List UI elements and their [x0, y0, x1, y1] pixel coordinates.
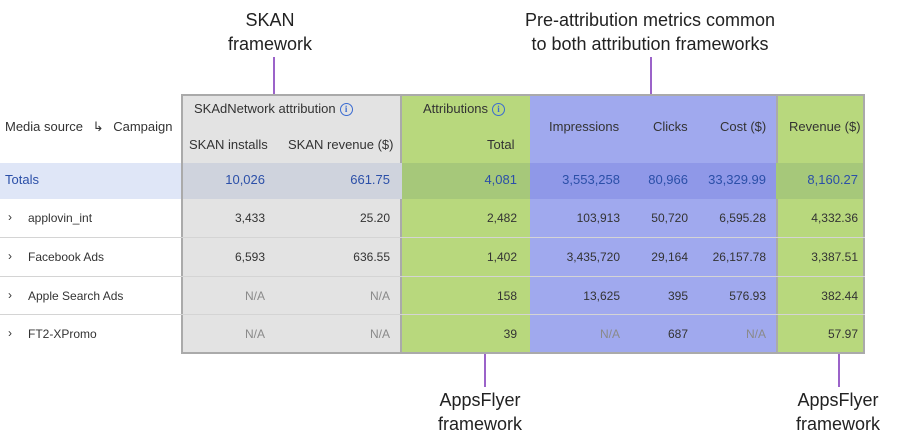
cell-clicks: 50,720	[651, 211, 688, 225]
cell-total: 158	[496, 289, 517, 303]
totals-pre-cell-bg	[530, 163, 776, 199]
cell-skan-revenue: N/A	[369, 289, 390, 303]
chevron-right-icon[interactable]: ›	[8, 288, 12, 302]
cell-skan-installs: N/A	[244, 327, 265, 341]
header-media-source[interactable]: Media source	[5, 119, 84, 134]
chevron-right-icon[interactable]: ›	[8, 326, 12, 340]
cell-total: 1,402	[486, 250, 517, 264]
cell-clicks: 29,164	[651, 250, 688, 264]
row-media-source[interactable]: Apple Search Ads	[28, 289, 124, 303]
row-divider	[0, 276, 865, 277]
pre-attribution-column-group	[530, 94, 776, 354]
totals-revenue: 8,160.27	[807, 172, 858, 187]
row-divider	[0, 314, 865, 315]
header-skan-group-label: SKAdNetwork attribution	[194, 101, 336, 116]
cell-impressions: 13,625	[583, 289, 620, 303]
cell-skan-revenue: N/A	[369, 327, 390, 341]
callout-line-appsflyer-2	[838, 354, 840, 387]
callout-appsflyer-2: AppsFlyer framework	[795, 390, 880, 434]
cell-cost: N/A	[745, 327, 766, 341]
cell-skan-installs: 3,433	[234, 211, 265, 225]
row-media-source[interactable]: applovin_int	[28, 211, 93, 225]
totals-skan-cell-bg	[183, 163, 402, 199]
totals-skan-installs: 10,026	[225, 172, 265, 187]
callout-line-skan	[273, 57, 275, 94]
cell-cost: 6,595.28	[719, 211, 766, 225]
header-cost[interactable]: Cost ($)	[720, 119, 767, 134]
cell-skan-installs: 6,593	[234, 250, 265, 264]
header-campaign[interactable]: Campaign	[113, 119, 173, 134]
callout-line-appsflyer-1	[484, 354, 486, 387]
totals-rev-cell-bg	[776, 163, 863, 199]
header-skan-revenue[interactable]: SKAN revenue ($)	[288, 137, 394, 152]
header-impressions[interactable]: Impressions	[549, 119, 620, 134]
cell-revenue: 3,387.51	[811, 250, 858, 264]
header-dimension[interactable]: Media source ↳ Campaign	[5, 119, 172, 135]
cell-revenue: 4,332.36	[811, 211, 858, 225]
row-divider	[0, 237, 865, 238]
row-media-source[interactable]: FT2-XPromo	[28, 327, 97, 341]
callout-line-pre	[650, 57, 652, 94]
skan-column-group	[181, 94, 402, 354]
totals-clicks: 80,966	[648, 172, 688, 187]
totals-impressions: 3,553,258	[562, 172, 620, 187]
cell-clicks: 687	[667, 327, 688, 341]
attributions-column-group	[402, 94, 530, 354]
nested-arrow-icon: ↳	[92, 119, 104, 134]
cell-revenue: 382.44	[821, 289, 858, 303]
cell-impressions: 103,913	[576, 211, 620, 225]
info-icon[interactable]: i	[339, 103, 353, 117]
cell-revenue: 57.97	[827, 327, 858, 341]
callout-skan-framework: SKAN framework	[227, 10, 312, 54]
cell-total: 2,482	[486, 211, 517, 225]
totals-skan-revenue: 661.75	[350, 172, 390, 187]
totals-label: Totals	[5, 172, 39, 187]
header-clicks[interactable]: Clicks	[653, 119, 688, 134]
header-attr-group: Attributions i	[423, 101, 506, 117]
cell-total: 39	[503, 327, 517, 341]
cell-impressions: 3,435,720	[566, 250, 620, 264]
totals-total: 4,081	[484, 172, 517, 187]
cell-impressions: N/A	[599, 327, 620, 341]
cell-skan-revenue: 636.55	[353, 250, 390, 264]
header-revenue[interactable]: Revenue ($)	[789, 119, 861, 134]
totals-attr-cell-bg	[402, 163, 530, 199]
info-icon[interactable]: i	[492, 103, 506, 117]
totals-cost: 33,329.99	[708, 172, 766, 187]
callout-pre-attribution: Pre-attribution metrics common to both a…	[524, 10, 776, 54]
cell-skan-revenue: 25.20	[359, 211, 390, 225]
row-media-source[interactable]: Facebook Ads	[28, 250, 105, 264]
cell-skan-installs: N/A	[244, 289, 265, 303]
cell-clicks: 395	[667, 289, 688, 303]
cell-cost: 26,157.78	[712, 250, 766, 264]
cell-cost: 576.93	[729, 289, 766, 303]
header-total[interactable]: Total	[487, 137, 515, 152]
revenue-column-group	[776, 94, 865, 354]
chevron-right-icon[interactable]: ›	[8, 210, 12, 224]
callout-appsflyer-1: AppsFlyer framework	[437, 390, 522, 434]
header-attr-group-label: Attributions	[423, 101, 489, 116]
header-skan-group: SKAdNetwork attribution i	[194, 101, 353, 117]
chevron-right-icon[interactable]: ›	[8, 249, 12, 263]
header-skan-installs[interactable]: SKAN installs	[189, 137, 268, 152]
